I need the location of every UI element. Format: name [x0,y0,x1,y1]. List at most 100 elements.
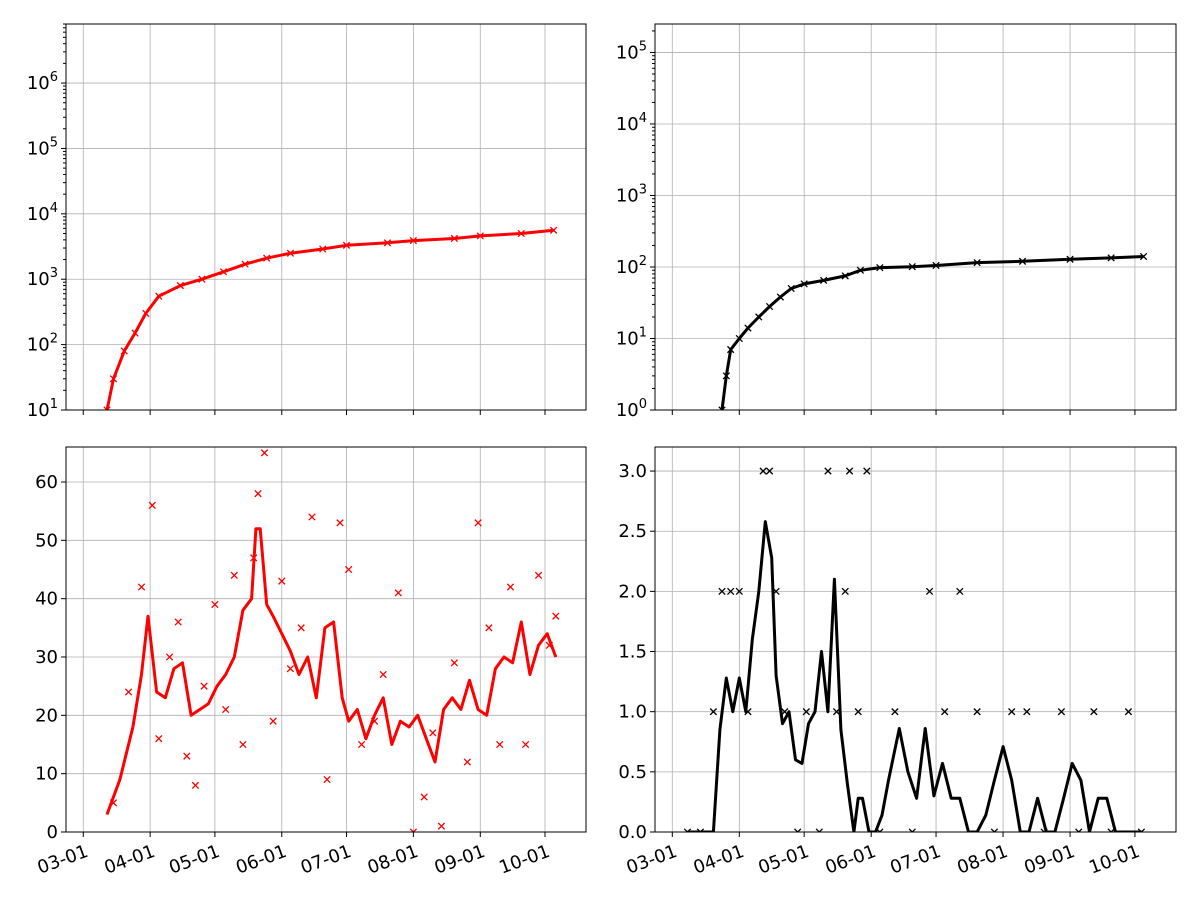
data-point-marker [222,705,230,714]
data-point-marker [802,708,810,716]
data-point-marker [709,708,718,716]
data-point-marker [211,600,219,609]
data-point-marker [191,781,200,789]
data-point-marker [1040,828,1048,832]
data-point-marker [1057,708,1066,716]
data-point-marker [800,280,808,288]
y-tick-label: 1.0 [618,702,647,723]
data-point-marker [891,708,899,716]
data-point-marker [908,828,916,832]
y-tick-label: 50 [35,530,58,551]
data-point-marker [297,624,305,632]
data-point-marker [241,260,249,268]
data-point-marker [286,249,295,257]
data-point-marker [463,758,471,766]
data-point-marker [429,729,437,737]
data-point-marker [379,670,387,679]
axes-frame [654,23,1177,411]
series-line [687,520,1142,832]
data-point-marker [765,467,774,475]
data-point-marker [263,254,271,262]
data-point-marker [863,467,871,475]
data-point-marker [450,234,459,243]
data-point-marker [1090,708,1098,716]
data-point-marker [990,828,999,832]
data-point-marker [856,266,865,274]
data-point-marker [200,682,208,690]
axes-frame [65,446,587,833]
data-point-marker [735,587,743,596]
data-point-marker [250,554,258,562]
data-point-marker [109,375,118,383]
data-point-marker [765,302,774,311]
data-point-marker [148,501,156,509]
y-tick-label: 0.5 [618,762,647,783]
data-point-marker [155,735,163,743]
y-tick-label: 2.0 [618,581,647,602]
data-point-marker [545,641,553,649]
y-tick-label: 0 [47,822,58,843]
data-point-marker [308,513,316,521]
data-point-marker [230,571,238,579]
axes-frame [65,23,587,411]
data-point-marker [357,740,366,749]
data-point-marker [506,583,515,591]
data-point-marker [908,263,916,271]
data-point-marker [794,828,802,832]
data-point-marker [956,587,964,596]
data-point-marker [787,284,795,293]
data-point-marker [1107,254,1115,262]
data-point-marker [476,232,484,240]
data-point-marker [198,275,206,283]
data-point-marker [474,519,482,527]
data-point-marker [845,467,854,475]
series-line [105,527,558,816]
data-point-marker [727,587,735,596]
data-point-marker [155,292,163,300]
data-point-marker [841,272,849,280]
data-point-marker [394,589,402,597]
data-point-marker [854,708,862,716]
data-point-marker [973,258,981,267]
data-point-marker [1066,255,1074,263]
data-point-marker [759,467,767,475]
data-point-marker [517,229,525,238]
y-tick-label: 30 [35,647,58,668]
data-point-marker [239,740,247,749]
data-point-marker [269,717,277,725]
data-point-marker [323,775,331,784]
data-point-marker [876,263,884,272]
data-point-marker [1008,708,1016,716]
data-point-marker [1075,828,1083,832]
data-point-marker [718,587,726,596]
data-point-marker [744,708,752,716]
data-point-marker [521,740,530,749]
data-point-marker [776,293,785,301]
data-point-marker [278,577,286,585]
y-tick-label: 40 [35,589,58,610]
data-point-marker [1124,708,1133,716]
data-point-marker [496,740,504,749]
data-point-marker [876,828,884,832]
data-point-marker [744,324,752,332]
data-point-marker [286,665,295,673]
data-point-marker [1107,828,1115,832]
data-point-marker [683,828,692,832]
data-point-marker [718,406,726,410]
data-point-marker [552,612,560,620]
data-point-marker [450,659,459,667]
data-point-marker [370,717,379,725]
data-point-marker [409,828,418,832]
data-point-marker [735,334,743,343]
y-tick-label: 20 [35,705,58,726]
data-point-marker [137,583,146,591]
data-point-marker [142,309,150,318]
data-point-marker [131,329,139,337]
y-tick-label: 10 [35,764,58,785]
data-point-marker [722,372,730,380]
data-point-marker [254,490,262,498]
data-point-marker [1137,828,1146,832]
data-point-marker [941,708,949,716]
data-point-marker [174,618,182,626]
data-point-marker [109,799,118,807]
